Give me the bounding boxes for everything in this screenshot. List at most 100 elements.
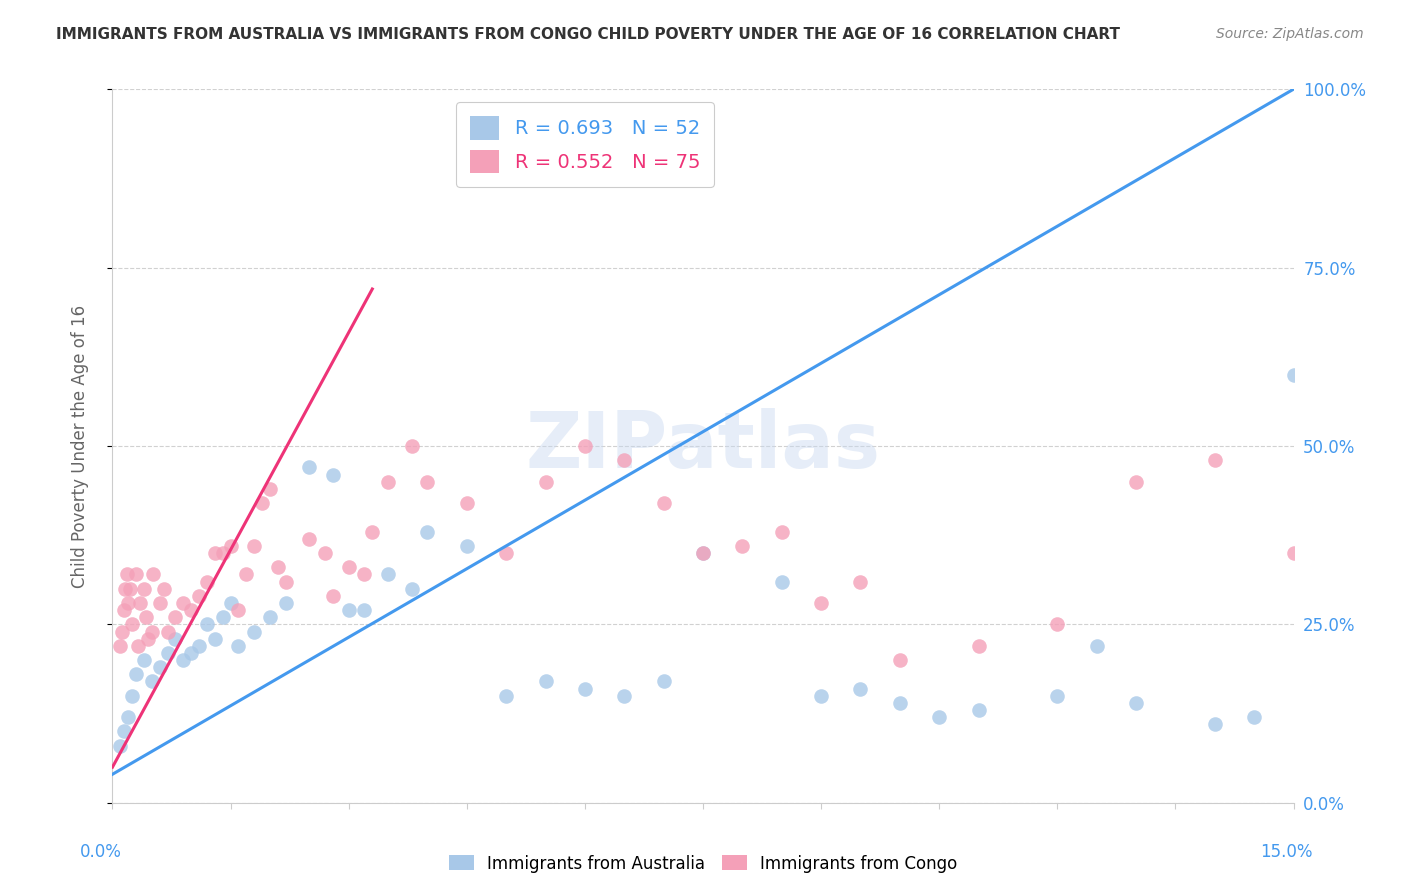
Point [172,596,194,610]
Point [849,574,872,589]
Point [889,696,911,710]
Legend: Immigrants from Australia, Immigrants from Congo: Immigrants from Australia, Immigrants fr… [441,848,965,880]
Point [204,632,226,646]
Point [1204,453,1226,467]
Point [534,674,557,689]
Point [574,439,596,453]
Point [112,724,135,739]
Point [337,560,360,574]
Point [195,617,218,632]
Text: 0.0%: 0.0% [80,843,122,861]
Point [121,617,143,632]
Point [322,589,344,603]
Point [1046,617,1069,632]
Point [416,475,439,489]
Point [810,689,832,703]
Point [652,674,675,689]
Point [810,596,832,610]
Point [250,496,273,510]
Point [125,667,148,681]
Point [928,710,950,724]
Point [1204,717,1226,731]
Point [770,524,793,539]
Legend: R = 0.693   N = 52, R = 0.552   N = 75: R = 0.693 N = 52, R = 0.552 N = 75 [456,103,714,187]
Point [889,653,911,667]
Point [967,703,990,717]
Point [353,603,375,617]
Point [110,739,132,753]
Text: 15.0%: 15.0% [1260,843,1313,861]
Point [188,589,211,603]
Y-axis label: Child Poverty Under the Age of 16: Child Poverty Under the Age of 16 [70,304,89,588]
Point [1361,639,1384,653]
Point [495,689,517,703]
Point [135,610,157,624]
Point [141,624,163,639]
Point [156,646,179,660]
Point [322,467,344,482]
Point [267,560,290,574]
Point [849,681,872,696]
Point [152,582,174,596]
Point [1282,546,1305,560]
Point [1361,425,1384,439]
Point [228,639,250,653]
Point [534,475,557,489]
Point [1282,368,1305,382]
Point [121,689,143,703]
Point [111,624,134,639]
Point [172,653,194,667]
Point [180,603,202,617]
Point [211,610,233,624]
Point [314,546,336,560]
Point [132,582,155,596]
Point [211,546,233,560]
Point [129,596,152,610]
Point [219,596,242,610]
Point [259,482,281,496]
Point [353,567,375,582]
Point [141,674,163,689]
Text: ZIPatlas: ZIPatlas [526,408,880,484]
Point [1125,475,1147,489]
Point [136,632,159,646]
Point [125,567,148,582]
Point [613,453,636,467]
Point [337,603,360,617]
Point [188,639,211,653]
Point [118,582,141,596]
Text: IMMIGRANTS FROM AUSTRALIA VS IMMIGRANTS FROM CONGO CHILD POVERTY UNDER THE AGE O: IMMIGRANTS FROM AUSTRALIA VS IMMIGRANTS … [56,27,1121,42]
Point [142,567,165,582]
Point [1046,689,1069,703]
Point [401,439,423,453]
Point [967,639,990,653]
Point [298,532,321,546]
Point [692,546,714,560]
Point [243,624,266,639]
Point [165,610,187,624]
Point [204,546,226,560]
Point [1085,639,1108,653]
Point [149,596,172,610]
Point [770,574,793,589]
Point [117,596,139,610]
Point [219,539,242,553]
Point [228,603,250,617]
Point [180,646,202,660]
Point [613,689,636,703]
Point [401,582,423,596]
Point [165,632,187,646]
Point [235,567,257,582]
Point [416,524,439,539]
Point [259,610,281,624]
Point [574,681,596,696]
Point [692,546,714,560]
Point [117,710,139,724]
Point [274,596,297,610]
Text: Source: ZipAtlas.com: Source: ZipAtlas.com [1216,27,1364,41]
Point [456,496,478,510]
Point [132,653,155,667]
Point [114,582,136,596]
Point [1243,710,1265,724]
Point [731,539,754,553]
